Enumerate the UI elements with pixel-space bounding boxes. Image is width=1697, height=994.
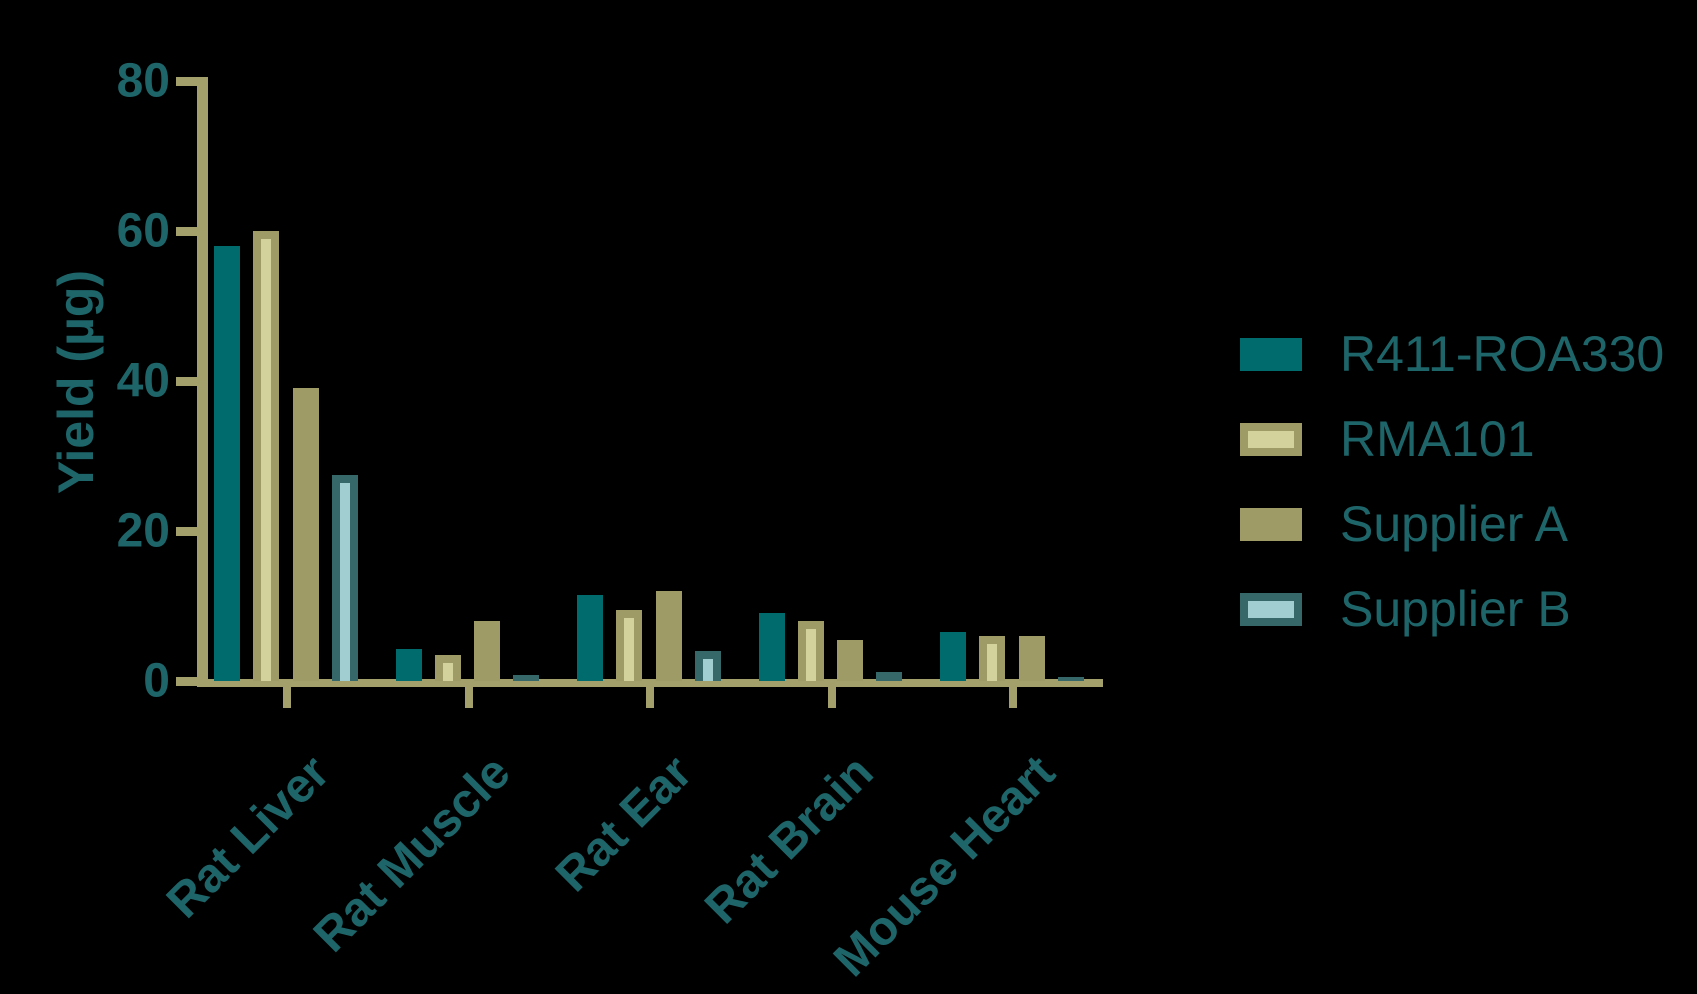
bar-fill xyxy=(702,659,713,681)
bar-supplier-a-rat-brain xyxy=(837,640,864,681)
legend: R411-ROA330 RMA101 Supplier A Supplier B xyxy=(1240,326,1665,678)
bar-supplier-b-rat-brain xyxy=(876,672,903,681)
legend-swatch-fill xyxy=(1248,601,1294,618)
legend-swatch-r411-roa330 xyxy=(1240,338,1302,371)
bar-rma101-rat-brain xyxy=(797,621,824,681)
bar-supplier-a-rat-muscle xyxy=(474,621,501,681)
bar-r411-roa330-rat-muscle xyxy=(395,649,422,681)
legend-label-supplier-b: Supplier B xyxy=(1340,581,1571,637)
x-tick xyxy=(646,687,654,708)
y-tick-label: 40 xyxy=(116,354,170,408)
bar-fill xyxy=(339,483,350,681)
bar-rma101-mouse-heart xyxy=(979,636,1006,681)
x-tick xyxy=(464,687,473,708)
x-tick xyxy=(283,687,291,708)
bar-supplier-a-rat-liver xyxy=(292,388,319,681)
bar-supplier-b-rat-liver xyxy=(331,475,358,681)
legend-item-rma101: RMA101 xyxy=(1240,411,1664,467)
x-tick xyxy=(1009,687,1017,708)
bar-r411-roa330-rat-brain xyxy=(758,613,785,681)
x-axis-line xyxy=(197,679,1103,687)
legend-label-supplier-a: Supplier A xyxy=(1340,496,1568,552)
legend-item-supplier-a: Supplier A xyxy=(1240,496,1664,552)
y-tick-label: 60 xyxy=(116,204,170,258)
bar-supplier-a-mouse-heart xyxy=(1018,636,1045,681)
bar-r411-roa330-rat-ear xyxy=(577,595,603,681)
x-axis-category-label: Rat Muscle xyxy=(304,745,521,963)
bar-fill xyxy=(624,618,635,681)
legend-swatch-supplier-a xyxy=(1240,508,1302,541)
bar-rma101-rat-liver xyxy=(253,231,280,681)
y-tick-label: 80 xyxy=(116,54,170,108)
x-axis-category-label: Rat Liver xyxy=(156,745,340,929)
bar-supplier-b-rat-muscle xyxy=(513,675,540,681)
bar-r411-roa330-rat-liver xyxy=(214,246,240,681)
y-tick-label: 20 xyxy=(116,504,170,558)
legend-item-supplier-b: Supplier B xyxy=(1240,581,1664,637)
y-tick xyxy=(176,676,197,686)
legend-swatch-rma101 xyxy=(1240,423,1302,456)
legend-swatch-supplier-b xyxy=(1240,593,1302,626)
legend-label-r411-roa330: R411-ROA330 xyxy=(1340,326,1665,382)
y-tick-label: 0 xyxy=(143,654,170,708)
bar-fill xyxy=(987,644,998,681)
legend-label-rma101: RMA101 xyxy=(1340,411,1535,467)
bar-supplier-a-rat-ear xyxy=(655,591,682,681)
y-tick xyxy=(176,526,197,536)
bar-fill xyxy=(805,629,816,681)
y-axis-line xyxy=(197,77,208,687)
bar-r411-roa330-mouse-heart xyxy=(940,632,966,681)
bar-rma101-rat-ear xyxy=(616,610,643,681)
bar-fill xyxy=(261,239,272,681)
legend-swatch-fill xyxy=(1248,431,1294,448)
legend-item-r411-roa330: R411-ROA330 xyxy=(1240,326,1665,382)
x-axis-category-label: Rat Brain xyxy=(695,745,884,935)
x-axis-category-label: Rat Ear xyxy=(545,745,703,903)
y-tick xyxy=(176,376,197,386)
x-tick xyxy=(827,687,836,708)
bar-fill xyxy=(442,663,453,681)
y-tick xyxy=(176,76,197,86)
bar-supplier-b-mouse-heart xyxy=(1057,677,1084,681)
bar-rma101-rat-muscle xyxy=(434,655,461,681)
bar-supplier-b-rat-ear xyxy=(694,651,721,681)
y-tick xyxy=(176,226,197,236)
